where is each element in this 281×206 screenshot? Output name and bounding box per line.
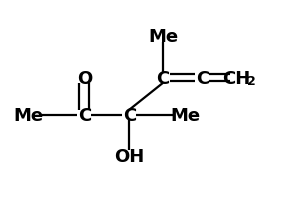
Text: 2: 2 [247, 75, 256, 88]
Text: C: C [156, 69, 170, 87]
Text: C: C [123, 107, 136, 124]
Text: Me: Me [170, 107, 201, 124]
Text: OH: OH [114, 148, 144, 165]
Text: C: C [196, 69, 209, 87]
Text: O: O [77, 69, 92, 87]
Text: CH: CH [222, 69, 250, 87]
Text: C: C [78, 107, 91, 124]
Text: Me: Me [13, 107, 43, 124]
Text: Me: Me [148, 28, 178, 46]
